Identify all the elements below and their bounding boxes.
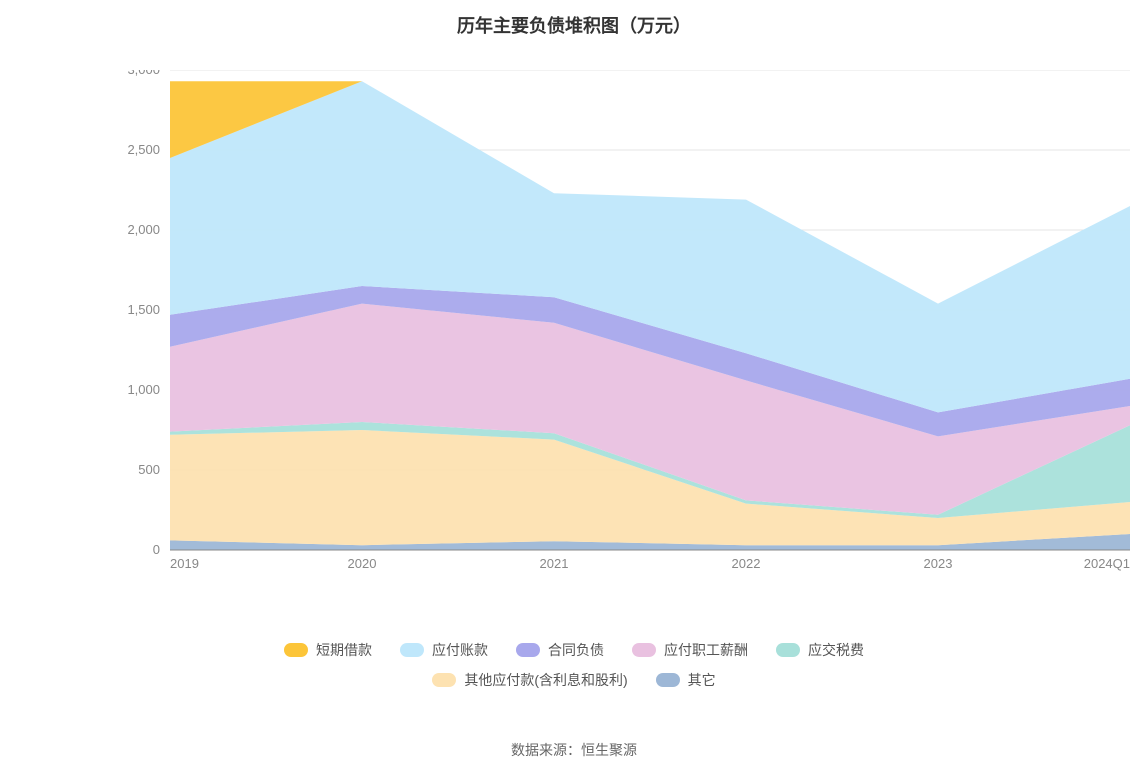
svg-text:2020: 2020 bbox=[348, 556, 377, 571]
legend-item-other_payables[interactable]: 其他应付款(含利息和股利) bbox=[432, 670, 627, 690]
legend-swatch-salaries_payable bbox=[632, 643, 656, 657]
legend-swatch-short_term_loan bbox=[284, 643, 308, 657]
source-label: 数据来源： bbox=[511, 742, 581, 758]
legend-swatch-taxes_payable bbox=[776, 643, 800, 657]
legend-label-contract_liab: 合同负债 bbox=[548, 640, 604, 660]
legend-row-1: 短期借款 应付账款 合同负债 应付职工薪酬 应交税费 bbox=[0, 640, 1148, 660]
legend-item-short_term_loan[interactable]: 短期借款 bbox=[284, 640, 372, 660]
legend-item-salaries_payable[interactable]: 应付职工薪酬 bbox=[632, 640, 748, 660]
legend-item-contract_liab[interactable]: 合同负债 bbox=[516, 640, 604, 660]
svg-text:2024Q1: 2024Q1 bbox=[1084, 556, 1130, 571]
legend-item-other[interactable]: 其它 bbox=[656, 670, 716, 690]
svg-text:1,500: 1,500 bbox=[127, 302, 160, 317]
svg-text:3,000: 3,000 bbox=[127, 70, 160, 77]
legend-label-salaries_payable: 应付职工薪酬 bbox=[664, 640, 748, 660]
chart-container: 历年主要负债堆积图（万元） 0 500 1,000 1,500 2,000 2,500 3,… bbox=[0, 0, 1148, 776]
svg-text:2021: 2021 bbox=[540, 556, 569, 571]
svg-text:2,000: 2,000 bbox=[127, 222, 160, 237]
legend-swatch-accounts_payable bbox=[400, 643, 424, 657]
svg-text:500: 500 bbox=[138, 462, 160, 477]
legend-label-other: 其它 bbox=[688, 670, 716, 690]
chart-legend: 短期借款 应付账款 合同负债 应付职工薪酬 应交税费 其他应付款(含利息和股利) 其它 bbox=[0, 640, 1148, 700]
data-source: 数据来源：恒生聚源 bbox=[0, 740, 1148, 760]
legend-row-2: 其他应付款(含利息和股利) 其它 bbox=[0, 670, 1148, 690]
legend-item-taxes_payable[interactable]: 应交税费 bbox=[776, 640, 864, 660]
svg-text:0: 0 bbox=[153, 542, 160, 557]
source-value: 恒生聚源 bbox=[581, 742, 637, 758]
svg-text:2023: 2023 bbox=[924, 556, 953, 571]
stacked-area-chart: 0 500 1,000 1,500 2,000 2,500 3,000 2019 2020 202… bbox=[110, 70, 1140, 580]
legend-item-accounts_payable[interactable]: 应付账款 bbox=[400, 640, 488, 660]
legend-label-short_term_loan: 短期借款 bbox=[316, 640, 372, 660]
legend-label-accounts_payable: 应付账款 bbox=[432, 640, 488, 660]
legend-label-taxes_payable: 应交税费 bbox=[808, 640, 864, 660]
svg-text:1,000: 1,000 bbox=[127, 382, 160, 397]
legend-label-other_payables: 其他应付款(含利息和股利) bbox=[464, 670, 627, 690]
svg-text:2022: 2022 bbox=[732, 556, 761, 571]
svg-text:2,500: 2,500 bbox=[127, 142, 160, 157]
chart-plot-area: 05001,0001,5002,0002,5003,00020192020202… bbox=[110, 70, 1070, 550]
svg-text:2019: 2019 bbox=[170, 556, 199, 571]
legend-swatch-contract_liab bbox=[516, 643, 540, 657]
legend-swatch-other bbox=[656, 673, 680, 687]
chart-title: 历年主要负债堆积图（万元） bbox=[0, 0, 1148, 38]
legend-swatch-other_payables bbox=[432, 673, 456, 687]
